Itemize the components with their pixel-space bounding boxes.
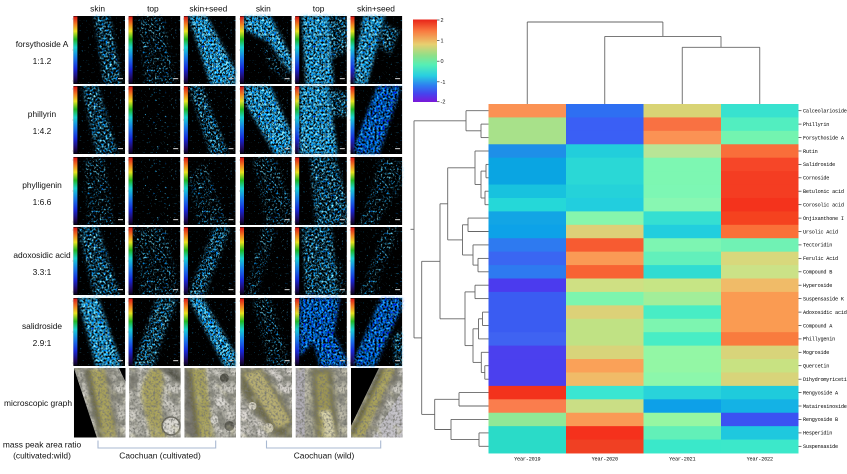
svg-text:Calceolarioside A: Calceolarioside A xyxy=(803,109,847,115)
svg-text:Compound B: Compound B xyxy=(803,270,832,276)
svg-text:Compound A: Compound A xyxy=(803,323,833,329)
svg-text:Matairesinoside: Matairesinoside xyxy=(803,404,847,410)
svg-text:Salidroside: Salidroside xyxy=(803,162,835,168)
svg-text:Hesperidin: Hesperidin xyxy=(803,431,832,437)
svg-text:Corosolic acid: Corosolic acid xyxy=(803,203,844,209)
svg-text:Rengyoside A: Rengyoside A xyxy=(803,390,839,396)
svg-text:0: 0 xyxy=(441,59,444,65)
svg-text:Suspensaside K: Suspensaside K xyxy=(803,296,845,302)
svg-text:Rutin: Rutin xyxy=(803,149,818,155)
svg-text:Caochuan (cultivated): Caochuan (cultivated) xyxy=(119,451,201,461)
svg-text:Onjixanthone I: Onjixanthone I xyxy=(803,216,844,222)
svg-text:-1: -1 xyxy=(441,80,446,86)
svg-text:phylligenin: phylligenin xyxy=(22,180,62,190)
svg-text:mass peak area ratio: mass peak area ratio xyxy=(3,440,82,450)
svg-text:salidroside: salidroside xyxy=(22,321,62,331)
svg-text:2: 2 xyxy=(441,18,444,24)
svg-text:3.3:1: 3.3:1 xyxy=(33,267,52,277)
svg-text:-2: -2 xyxy=(441,100,446,106)
svg-text:Cornoside: Cornoside xyxy=(803,176,829,182)
svg-text:phillyrin: phillyrin xyxy=(28,109,57,119)
svg-text:Betulonic acid: Betulonic acid xyxy=(803,189,844,195)
svg-text:forsythoside A: forsythoside A xyxy=(16,39,69,49)
svg-text:Suspensaside: Suspensaside xyxy=(803,444,838,450)
svg-text:Hyperoside: Hyperoside xyxy=(803,283,832,289)
svg-text:adoxosidic acid: adoxosidic acid xyxy=(13,250,71,260)
svg-text:Ferulic Acid: Ferulic Acid xyxy=(803,256,838,262)
svg-text:skin: skin xyxy=(90,4,105,14)
svg-text:microscopic graph: microscopic graph xyxy=(4,398,72,408)
svg-text:top: top xyxy=(313,4,325,14)
svg-text:top: top xyxy=(147,4,159,14)
svg-text:Year-2019: Year-2019 xyxy=(514,457,540,463)
svg-text:Caochuan (wild): Caochuan (wild) xyxy=(294,451,355,461)
svg-text:1:1.2: 1:1.2 xyxy=(33,56,52,66)
svg-text:Ursolic Acid: Ursolic Acid xyxy=(803,229,838,235)
svg-text:Year-2021: Year-2021 xyxy=(669,457,695,463)
svg-text:1:6.6: 1:6.6 xyxy=(33,197,52,207)
svg-text:2.9:1: 2.9:1 xyxy=(33,338,52,348)
svg-text:1:4.2: 1:4.2 xyxy=(33,126,52,136)
svg-text:Phillyrin: Phillyrin xyxy=(803,122,829,128)
svg-text:Dihydromyricetin: Dihydromyricetin xyxy=(803,377,847,383)
svg-text:Mogroside: Mogroside xyxy=(803,350,829,356)
svg-text:Tectoridin: Tectoridin xyxy=(803,243,832,249)
svg-text:Adoxosidic acid: Adoxosidic acid xyxy=(803,310,847,316)
svg-text:Forsythoside A: Forsythoside A xyxy=(803,135,845,141)
svg-text:skin+seed: skin+seed xyxy=(189,4,227,14)
svg-text:1: 1 xyxy=(441,39,444,45)
svg-text:skin+seed: skin+seed xyxy=(357,4,395,14)
svg-text:Year-2020: Year-2020 xyxy=(592,457,618,463)
svg-text:(cultivated:wild): (cultivated:wild) xyxy=(13,451,71,461)
svg-text:Quercetin: Quercetin xyxy=(803,364,829,370)
svg-text:skin: skin xyxy=(256,4,271,14)
svg-text:Phillygenin: Phillygenin xyxy=(803,337,835,343)
svg-text:Year-2022: Year-2022 xyxy=(747,457,773,463)
svg-text:Rengyoside B: Rengyoside B xyxy=(803,417,838,423)
